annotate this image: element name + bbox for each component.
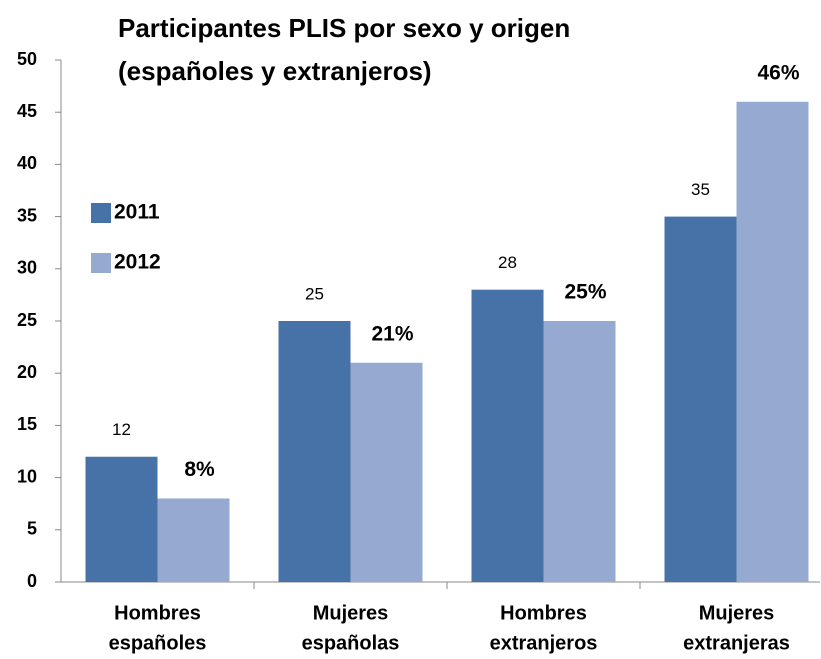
legend-label: 2011 [114, 201, 160, 224]
y-tick-label: 5 [27, 519, 37, 539]
y-tick-label: 20 [17, 362, 37, 382]
legend-swatch [91, 203, 111, 223]
x-tick-label: extranjeros [490, 632, 598, 654]
bar [736, 101, 809, 582]
data-label: 25% [564, 281, 606, 304]
chart-title: (españoles y extranjeros) [118, 56, 432, 86]
x-tick-label: Hombres [500, 602, 587, 624]
y-tick-label: 0 [27, 571, 37, 591]
data-label: 12 [112, 420, 131, 439]
x-tick-label: extranjeras [683, 632, 790, 654]
data-label: 21% [371, 322, 413, 345]
data-label: 28 [498, 253, 517, 272]
y-tick-label: 10 [17, 466, 37, 486]
data-label: 46% [757, 61, 799, 84]
y-tick-label: 50 [17, 49, 37, 69]
bar [664, 216, 737, 582]
x-tick-label: españolas [302, 632, 400, 654]
bar [350, 362, 423, 582]
bar [85, 456, 158, 582]
legend-swatch [91, 253, 111, 273]
bar [543, 321, 616, 582]
bar [278, 321, 351, 582]
x-tick-label: Mujeres [699, 602, 775, 624]
y-tick-label: 25 [17, 310, 37, 330]
legend-label: 2012 [114, 251, 161, 274]
data-label: 8% [184, 458, 215, 481]
y-tick-label: 15 [17, 414, 37, 434]
data-label: 35 [691, 180, 710, 199]
x-tick-label: Mujeres [313, 602, 389, 624]
chart-title: Participantes PLIS por sexo y origen [118, 13, 570, 43]
x-tick-label: Hombres [114, 602, 201, 624]
bar [157, 498, 230, 582]
bar [471, 289, 544, 582]
data-label: 25 [305, 284, 324, 303]
y-tick-label: 35 [17, 205, 37, 225]
y-tick-label: 30 [17, 258, 37, 278]
x-tick-label: españoles [109, 632, 207, 654]
y-tick-label: 40 [17, 153, 37, 173]
y-tick-label: 45 [17, 101, 37, 121]
